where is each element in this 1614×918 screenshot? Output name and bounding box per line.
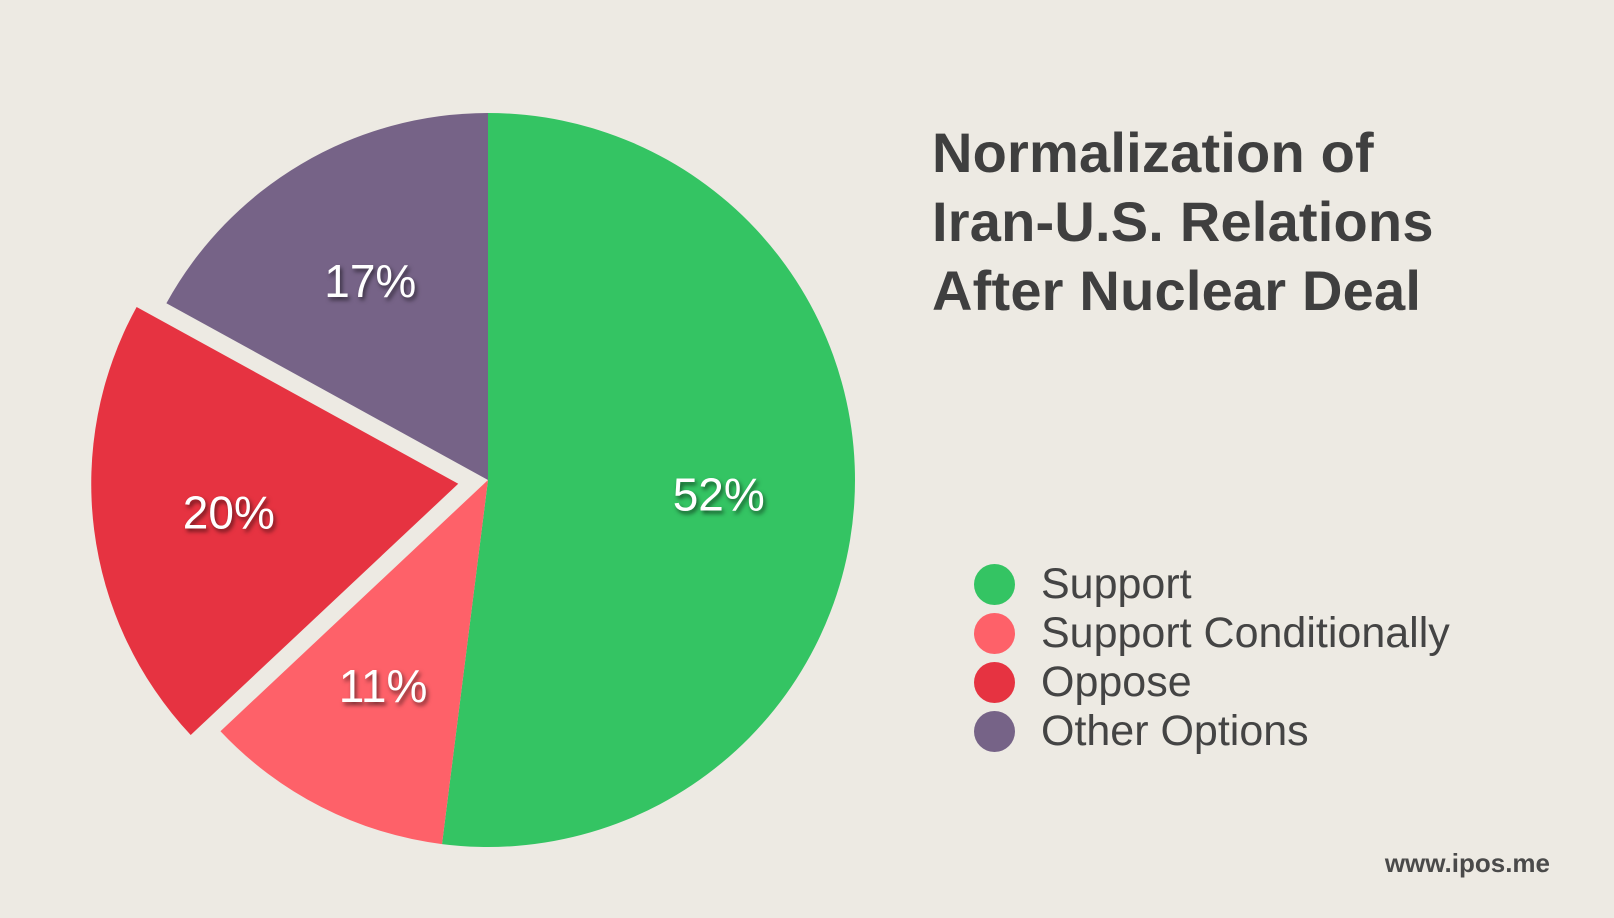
- legend-item-other-options: Other Options: [974, 707, 1450, 756]
- pie-slice-other-options: [166, 112, 488, 480]
- legend-swatch-other-options: [974, 711, 1015, 752]
- pie-slice-label-support: 52%: [673, 469, 765, 521]
- chart-title-line-1: Normalization of: [932, 121, 1374, 184]
- legend-label-oppose: Oppose: [1041, 658, 1192, 706]
- legend-swatch-support-conditionally: [974, 613, 1015, 654]
- legend-item-support-conditionally: Support Conditionally: [974, 609, 1450, 658]
- legend-item-support: Support: [974, 560, 1450, 609]
- pie-slice-oppose: [91, 306, 459, 735]
- legend-swatch-oppose: [974, 662, 1015, 703]
- pie-slice-support-conditionally: [220, 480, 489, 845]
- pie-slices: [91, 112, 855, 847]
- legend-label-support: Support: [1041, 560, 1192, 608]
- legend-label-other-options: Other Options: [1041, 707, 1309, 755]
- pie-slice-label-other-options: 17%: [324, 255, 416, 307]
- source-credit: www.ipos.me: [1384, 848, 1550, 878]
- legend-item-oppose: Oppose: [974, 658, 1450, 707]
- pie-slice-label-support-conditionally: 11%: [339, 660, 428, 712]
- chart-title-line-2: Iran-U.S. Relations: [932, 190, 1434, 253]
- chart-title-line-3: After Nuclear Deal: [932, 259, 1422, 322]
- pie-slice-label-oppose: 20%: [183, 487, 275, 539]
- pie-slice-support: [442, 113, 855, 847]
- legend-swatch-support: [974, 564, 1015, 605]
- pie-slice-labels: 52% 11% 20% 17%: [183, 255, 765, 712]
- legend: Support Support Conditionally Oppose Oth…: [974, 560, 1450, 756]
- legend-label-support-conditionally: Support Conditionally: [1041, 609, 1450, 657]
- chart-title: Normalization of Iran-U.S. Relations Aft…: [932, 118, 1572, 325]
